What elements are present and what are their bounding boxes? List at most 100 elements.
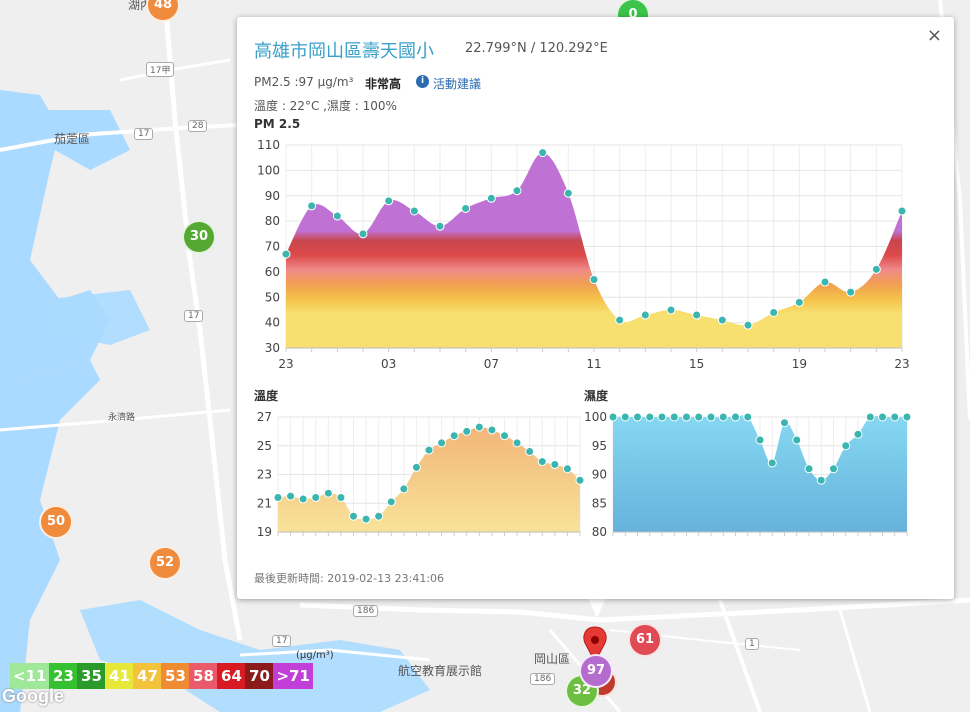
data-point[interactable] [538, 148, 548, 158]
temperature-chart-title: 溫度 [254, 389, 279, 403]
data-point[interactable] [575, 475, 585, 485]
data-point[interactable] [841, 441, 851, 451]
data-point[interactable] [358, 229, 368, 239]
data-point[interactable] [657, 412, 667, 422]
data-point[interactable] [718, 412, 728, 422]
data-point[interactable] [897, 206, 907, 216]
data-point[interactable] [794, 297, 804, 307]
data-point[interactable] [682, 412, 691, 422]
data-point[interactable] [449, 431, 459, 441]
data-point[interactable] [281, 249, 291, 259]
data-point[interactable] [435, 221, 445, 231]
data-point[interactable] [512, 186, 522, 196]
data-point[interactable] [589, 274, 599, 284]
data-point[interactable] [474, 422, 484, 432]
data-point[interactable] [424, 445, 434, 455]
station-marker[interactable]: 50 [39, 505, 73, 539]
data-point[interactable] [871, 264, 881, 274]
data-point[interactable] [615, 315, 625, 325]
data-point[interactable] [769, 307, 779, 317]
data-point[interactable] [332, 211, 342, 221]
data-point[interactable] [902, 412, 912, 422]
data-point[interactable] [804, 464, 814, 474]
data-point[interactable] [525, 447, 535, 456]
data-point[interactable] [755, 435, 765, 445]
legend-swatch: 35 [77, 663, 106, 689]
data-point[interactable] [666, 305, 676, 315]
data-point[interactable] [731, 412, 740, 422]
data-point[interactable] [743, 412, 753, 422]
station-marker[interactable]: 61 [628, 623, 662, 657]
data-point[interactable] [323, 488, 333, 498]
station-popup: 高雄市岡山區壽天國小 22.799°N / 120.292°E × PM2.5 … [237, 17, 954, 599]
data-point[interactable] [743, 320, 753, 330]
data-point[interactable] [792, 435, 802, 445]
series-area [278, 427, 580, 532]
data-point[interactable] [694, 412, 704, 422]
series-area [286, 152, 902, 348]
data-point[interactable] [717, 315, 727, 325]
popup-pointer [587, 596, 607, 618]
data-point[interactable] [486, 193, 496, 203]
data-point[interactable] [853, 429, 863, 439]
data-point[interactable] [608, 412, 618, 422]
data-point[interactable] [669, 412, 679, 422]
data-point[interactable] [645, 412, 655, 422]
station-marker[interactable]: 52 [148, 546, 182, 580]
data-point[interactable] [620, 412, 630, 422]
station-marker-selected[interactable]: 97 [579, 654, 613, 688]
pm25-reading: PM2.5 :97 μg/m³ [254, 75, 354, 89]
data-point[interactable] [767, 458, 777, 468]
data-point[interactable] [820, 277, 830, 287]
data-point[interactable] [846, 287, 856, 297]
data-point[interactable] [633, 412, 642, 422]
station-marker[interactable]: 30 [182, 220, 216, 254]
data-point[interactable] [386, 497, 396, 507]
data-point[interactable] [780, 418, 789, 428]
y-tick-label: 60 [265, 265, 280, 279]
activity-advice-link[interactable]: 活動建議 [433, 77, 482, 91]
data-point[interactable] [336, 493, 346, 502]
data-point[interactable] [512, 438, 522, 448]
place-label: 航空教育展示館 [398, 664, 483, 678]
data-point[interactable] [462, 426, 472, 436]
data-point[interactable] [411, 462, 421, 472]
data-point[interactable] [550, 459, 560, 469]
data-point[interactable] [307, 201, 317, 211]
data-point[interactable] [640, 310, 650, 320]
data-point[interactable] [865, 412, 875, 422]
data-point[interactable] [537, 457, 547, 467]
data-point[interactable] [409, 206, 419, 216]
data-point[interactable] [500, 431, 509, 441]
info-icon[interactable]: i [416, 75, 429, 88]
data-point[interactable] [563, 188, 573, 198]
x-tick-label: 19 [792, 357, 807, 371]
legend-swatch: 23 [49, 663, 78, 689]
data-point[interactable] [298, 494, 308, 504]
data-point[interactable] [311, 493, 321, 502]
data-point[interactable] [829, 464, 838, 474]
data-point[interactable] [374, 511, 384, 521]
data-point[interactable] [361, 514, 371, 524]
data-point[interactable] [692, 310, 702, 320]
data-point[interactable] [384, 196, 394, 206]
data-point[interactable] [487, 425, 497, 435]
data-point[interactable] [461, 203, 471, 213]
pm25-level: 非常高 [365, 77, 402, 91]
temperature-humidity: 溫度 : 22°C ,濕度 : 100% [254, 99, 397, 113]
data-point[interactable] [349, 511, 358, 521]
data-point[interactable] [890, 412, 900, 422]
data-point[interactable] [562, 464, 572, 474]
road-shield: 186 [353, 605, 379, 617]
data-point[interactable] [816, 475, 826, 485]
legend-swatch: 64 [217, 663, 246, 689]
close-button[interactable]: × [926, 25, 942, 46]
data-point[interactable] [706, 412, 716, 422]
data-point[interactable] [286, 491, 296, 501]
y-tick-label: 110 [257, 138, 280, 152]
data-point[interactable] [399, 484, 409, 494]
data-point[interactable] [437, 438, 447, 448]
data-point[interactable] [878, 412, 887, 422]
data-point[interactable] [273, 493, 283, 502]
station-title[interactable]: 高雄市岡山區壽天國小 [254, 41, 434, 62]
